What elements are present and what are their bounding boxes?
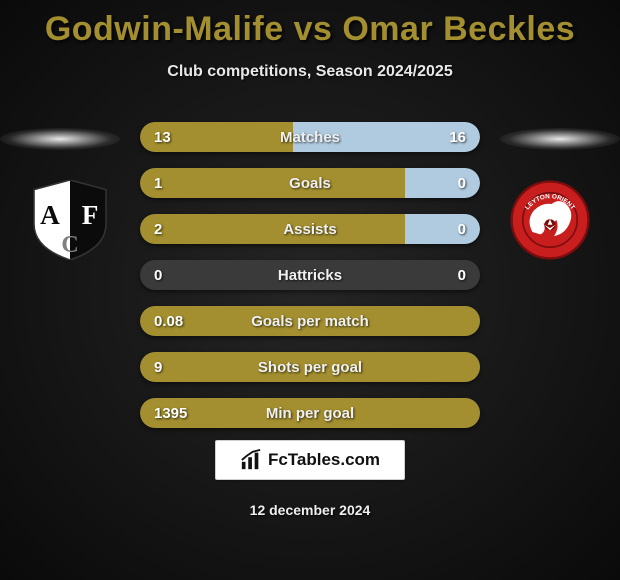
- stat-label: Hattricks: [140, 260, 480, 290]
- team-crest-right: LEYTON ORIENT: [510, 180, 590, 260]
- stats-bars: Matches1316Goals10Assists20Hattricks00Go…: [140, 122, 480, 444]
- subtitle: Club competitions, Season 2024/2025: [0, 63, 620, 81]
- chart-icon: [240, 449, 262, 471]
- player-shadow-left: [0, 128, 120, 150]
- stat-label: Goals: [140, 168, 480, 198]
- svg-text:A: A: [40, 200, 60, 230]
- stat-label: Goals per match: [140, 306, 480, 336]
- footer-logo[interactable]: FcTables.com: [215, 440, 405, 480]
- player-shadow-right: [500, 128, 620, 150]
- stat-value-right: 16: [449, 122, 466, 152]
- stat-value-left: 0: [154, 260, 162, 290]
- stat-row: Min per goal1395: [140, 398, 480, 428]
- team-crest-left: A F C: [30, 180, 110, 260]
- stat-row: Hattricks0 0: [140, 260, 480, 290]
- stat-label: Shots per goal: [140, 352, 480, 382]
- footer-logo-text: FcTables.com: [268, 450, 380, 470]
- stat-row: Goals1 0: [140, 168, 480, 198]
- page-title: Godwin-Malife vs Omar Beckles: [0, 0, 620, 49]
- stat-row: Matches13 16: [140, 122, 480, 152]
- stat-value-right: 0: [458, 260, 466, 290]
- stat-value-left: 1395: [154, 398, 187, 428]
- stat-label: Matches: [140, 122, 480, 152]
- stat-value-left: 1: [154, 168, 162, 198]
- stat-value-left: 13: [154, 122, 171, 152]
- stat-value-left: 2: [154, 214, 162, 244]
- svg-text:C: C: [61, 232, 78, 258]
- stat-row: Assists2 0: [140, 214, 480, 244]
- svg-text:F: F: [82, 200, 99, 230]
- stat-value-right: 0: [458, 214, 466, 244]
- stat-row: Shots per goal9: [140, 352, 480, 382]
- stat-value-left: 0.08: [154, 306, 183, 336]
- stat-label: Min per goal: [140, 398, 480, 428]
- stat-value-left: 9: [154, 352, 162, 382]
- stat-label: Assists: [140, 214, 480, 244]
- stat-row: Goals per match0.08: [140, 306, 480, 336]
- stat-value-right: 0: [458, 168, 466, 198]
- footer-date: 12 december 2024: [0, 502, 620, 518]
